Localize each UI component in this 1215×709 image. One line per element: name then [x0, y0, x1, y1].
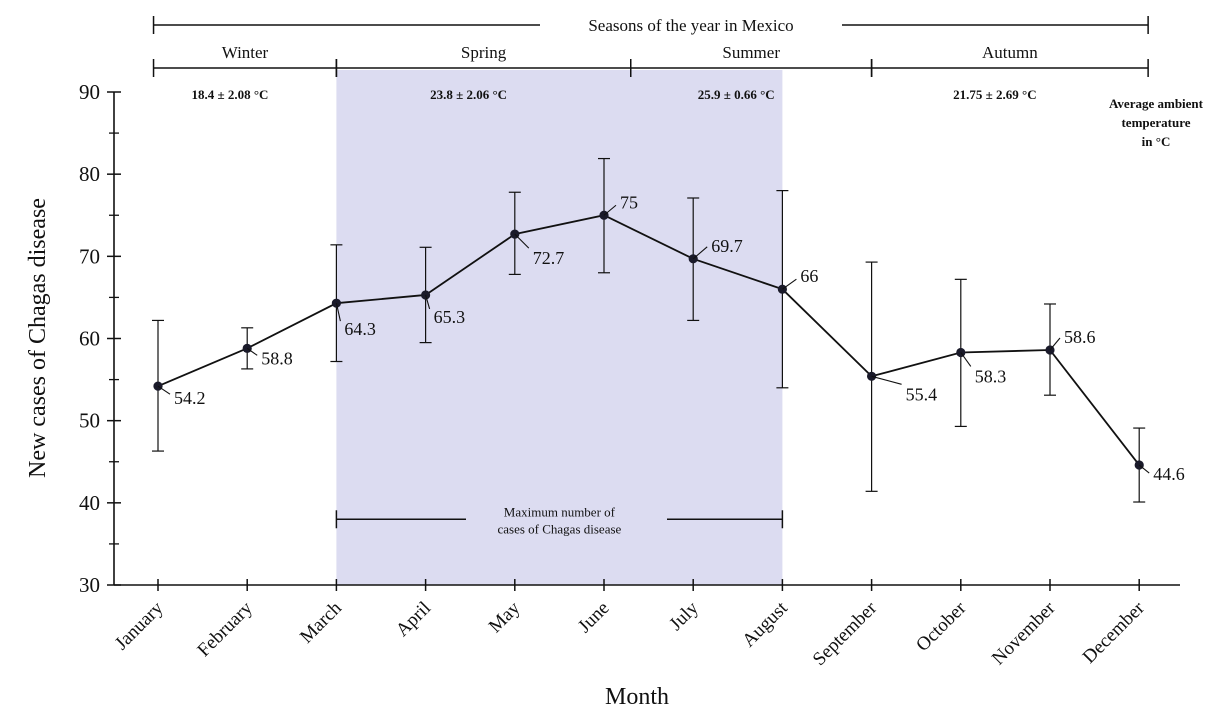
data-label-april: 65.3	[434, 307, 466, 327]
season-brackets: Seasons of the year in Mexico Winter 18.4 …	[152, 16, 1204, 149]
error-bars	[152, 157, 1146, 503]
data-label-september: 55.4	[906, 384, 938, 404]
data-label-march: 64.3	[344, 319, 376, 339]
temperature-note-line: in °C	[1142, 134, 1171, 149]
x-tick-label: March	[296, 597, 346, 647]
season-label-bg	[974, 42, 1045, 62]
leader-line	[514, 233, 530, 249]
data-label-january: 54.2	[174, 388, 206, 408]
leader-line	[335, 303, 341, 322]
data-label-august: 66	[800, 266, 818, 286]
x-tick-label: February	[193, 597, 257, 661]
data-label-july: 69.7	[711, 236, 743, 256]
season-label-bg	[716, 42, 787, 62]
leader-line	[1049, 337, 1061, 351]
y-axis-title: New cases of Chagas disease	[25, 198, 51, 478]
x-tick-label: December	[1079, 597, 1150, 668]
data-label-february: 58.8	[261, 348, 293, 368]
season-name-spring: Spring	[461, 43, 507, 62]
x-tick-label: July	[665, 597, 703, 635]
data-label-december: 44.6	[1153, 464, 1185, 484]
season-name-winter: Winter	[222, 43, 269, 62]
highlight-band	[336, 70, 783, 585]
season-temp-spring: 23.8 ± 2.06 °C	[430, 87, 507, 102]
leader-line	[1138, 464, 1150, 474]
data-label-november: 58.6	[1064, 327, 1096, 347]
season-name-autumn: Autumn	[982, 43, 1038, 62]
season-name-summer: Summer	[722, 43, 780, 62]
x-tick-label: January	[111, 597, 168, 654]
season-label-bg	[209, 42, 280, 62]
season-label-bg	[448, 42, 519, 62]
y-tick-label: 40	[79, 491, 100, 515]
data-label-may: 72.7	[533, 248, 565, 268]
x-tick-label: August	[738, 597, 792, 651]
season-temp-summer: 25.9 ± 0.66 °C	[698, 87, 775, 102]
data-point-february	[242, 343, 252, 353]
leader-line	[246, 347, 258, 356]
y-tick-label: 80	[79, 162, 100, 186]
x-tick-label: June	[574, 598, 613, 637]
y-tick-label: 30	[79, 573, 100, 597]
y-tick-label: 70	[79, 244, 100, 268]
highlight-label-line1: Maximum number of	[504, 504, 616, 519]
leader-line	[692, 246, 708, 260]
x-tick-label: May	[485, 597, 525, 637]
series-line-path	[157, 214, 1140, 466]
y-tick-label: 50	[79, 409, 100, 433]
top-bracket-title: Seasons of the year in Mexico	[588, 16, 793, 35]
data-label-october: 58.3	[975, 366, 1007, 386]
highlight-label-line2: cases of Chagas disease	[497, 521, 621, 536]
x-tick-label: October	[912, 597, 971, 656]
highlight-region: Maximum number of cases of Chagas disease	[335, 70, 784, 585]
x-axis-title: Month	[605, 684, 669, 709]
leader-line	[871, 375, 902, 385]
leader-line	[157, 385, 171, 395]
y-tick-label: 60	[79, 327, 100, 351]
season-temp-autumn: 21.75 ± 2.69 °C	[953, 87, 1036, 102]
leader-line	[603, 204, 617, 216]
data-labels: 54.2 58.8 64.3 65.3 72.7 75 69.7 66 55.4 58.3 58.6…	[157, 192, 1185, 484]
x-tick-label: November	[988, 597, 1060, 669]
leader-line	[782, 278, 797, 290]
leader-line	[425, 294, 431, 310]
season-temp-winter: 18.4 ± 2.08 °C	[191, 87, 268, 102]
temperature-note-line: Average ambient	[1109, 96, 1204, 111]
y-tick-label: 90	[79, 80, 100, 104]
x-tick-label: April	[392, 598, 435, 641]
x-tick-label: September	[809, 597, 882, 670]
leader-line	[960, 352, 972, 367]
data-label-june: 75	[620, 192, 638, 212]
temperature-note-line: temperature	[1121, 115, 1190, 130]
